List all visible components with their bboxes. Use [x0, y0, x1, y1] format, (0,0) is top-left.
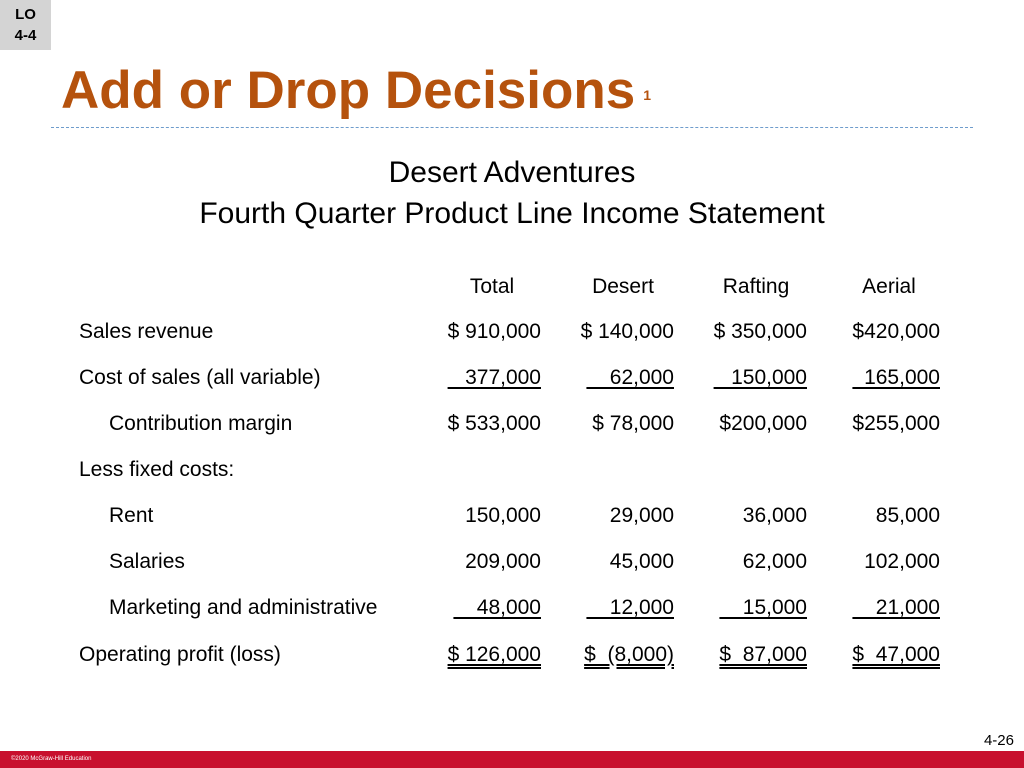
cost-of-sales-aerial: 165,000 — [852, 366, 940, 389]
badge-line-2: 4-4 — [14, 27, 37, 44]
marketing-rafting: 15,000 — [719, 596, 807, 619]
slide-title: Add or Drop Decisions 1 — [61, 58, 651, 136]
rent-total: 150,000 — [465, 504, 541, 527]
row-label-sales-revenue: Sales revenue — [79, 320, 214, 343]
salaries-rafting: 62,000 — [742, 550, 807, 573]
statement-name: Fourth Quarter Product Line Income State… — [199, 197, 825, 230]
cost-of-sales-rafting: 150,000 — [713, 366, 807, 389]
row-label-rent: Rent — [109, 504, 154, 527]
column-header-total: Total — [469, 275, 515, 298]
sales-revenue-aerial: $420,000 — [852, 320, 940, 343]
badge-line-1: LO — [15, 6, 36, 23]
sales-revenue-desert: $ 140,000 — [580, 320, 674, 343]
contribution-margin-total: $ 533,000 — [447, 412, 541, 435]
contribution-margin-aerial: $255,000 — [852, 412, 940, 435]
row-label-operating-profit: Operating profit (loss) — [79, 643, 281, 666]
salaries-desert: 45,000 — [609, 550, 674, 573]
footer-bar: ©2020 McGraw-Hill Education — [0, 751, 1024, 768]
column-header-desert: Desert — [592, 275, 654, 298]
marketing-aerial: 21,000 — [852, 596, 940, 619]
operating-profit-total: $ 126,000 — [447, 643, 541, 666]
row-label-contribution-margin: Contribution margin — [109, 412, 293, 435]
operating-profit-aerial: $ 47,000 — [852, 643, 940, 666]
cost-of-sales-desert: 62,000 — [586, 366, 674, 389]
contribution-margin-rafting: $200,000 — [719, 412, 807, 435]
learning-objective-badge: LO 4-4 — [0, 0, 51, 50]
page-number: 4-26 — [983, 732, 1014, 749]
slide-title-text: Add or Drop Decisions — [61, 61, 636, 120]
marketing-total: 48,000 — [453, 596, 541, 619]
sales-revenue-rafting: $ 350,000 — [713, 320, 807, 343]
operating-profit-desert: $ (8,000) — [584, 643, 674, 666]
cost-of-sales-total: 377,000 — [447, 366, 541, 389]
column-header-aerial: Aerial — [862, 275, 916, 298]
rent-rafting: 36,000 — [742, 504, 807, 527]
salaries-total: 209,000 — [465, 550, 541, 573]
footnote-marker: 1 — [643, 87, 652, 103]
row-label-marketing-administrative: Marketing and administrative — [109, 596, 378, 619]
title-divider — [51, 127, 973, 128]
row-label-less-fixed-costs: Less fixed costs: — [79, 458, 235, 481]
company-name: Desert Adventures — [388, 156, 636, 189]
column-header-rafting: Rafting — [722, 275, 790, 298]
contribution-margin-desert: $ 78,000 — [592, 412, 674, 435]
copyright-text: ©2020 McGraw-Hill Education — [11, 756, 92, 762]
row-label-salaries: Salaries — [109, 550, 185, 573]
rent-aerial: 85,000 — [875, 504, 940, 527]
marketing-desert: 12,000 — [586, 596, 674, 619]
operating-profit-rafting: $ 87,000 — [719, 643, 807, 666]
sales-revenue-total: $ 910,000 — [447, 320, 541, 343]
salaries-aerial: 102,000 — [864, 550, 940, 573]
rent-desert: 29,000 — [609, 504, 674, 527]
row-label-cost-of-sales: Cost of sales (all variable) — [79, 366, 321, 389]
